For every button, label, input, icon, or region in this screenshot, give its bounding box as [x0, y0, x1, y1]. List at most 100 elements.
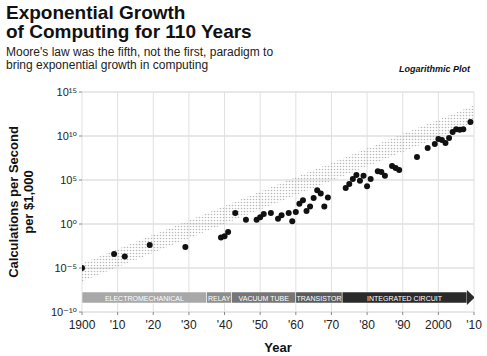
grid-line — [82, 92, 474, 93]
data-point — [232, 210, 238, 216]
tick — [79, 136, 82, 137]
data-point — [364, 183, 370, 189]
data-point — [82, 265, 85, 271]
data-point — [300, 197, 306, 203]
x-tick-label: '60 — [288, 318, 304, 332]
data-point — [311, 195, 317, 201]
grid — [82, 92, 474, 312]
grid-line — [82, 224, 474, 225]
x-tick-label: 2000 — [425, 318, 452, 332]
data-point — [460, 126, 466, 132]
data-point — [425, 145, 431, 151]
tick — [79, 180, 82, 181]
x-tick-label: '50 — [252, 318, 268, 332]
data-point — [307, 203, 313, 209]
grid-line — [117, 92, 118, 312]
y-tick-label: 10⁵ — [60, 174, 77, 186]
data-point — [261, 211, 267, 217]
tick — [117, 312, 118, 315]
data-point — [382, 173, 388, 179]
tick — [295, 312, 296, 315]
data-point — [368, 176, 374, 182]
data-point — [225, 229, 231, 235]
y-tick-label: 10¹⁰ — [57, 130, 78, 142]
grid-line — [153, 92, 154, 312]
chart: Exponential Growthof Computing for 110 Y… — [0, 0, 487, 356]
paradigm-bar — [342, 292, 467, 303]
data-point — [325, 195, 331, 201]
data-point — [361, 173, 367, 179]
y-tick-label: 10⁻¹⁰ — [51, 306, 78, 318]
paradigm-arrow — [467, 290, 474, 305]
paradigm-bar — [296, 292, 342, 303]
grid-line — [82, 180, 474, 181]
data-point — [442, 140, 448, 146]
title: Exponential Growth — [6, 2, 185, 23]
x-tick-label: '40 — [217, 318, 233, 332]
paradigm-bar — [232, 292, 296, 303]
data-point — [293, 209, 299, 215]
data-point — [346, 181, 352, 187]
data-point — [268, 210, 274, 216]
paradigm-bar — [207, 292, 232, 303]
tick — [402, 312, 403, 315]
y-axis-label: Calculations per Second — [6, 126, 21, 278]
data-point — [122, 254, 128, 260]
grid-line — [331, 92, 332, 312]
grid-line — [367, 92, 368, 312]
tick — [153, 312, 154, 315]
paradigm-label: RELAY — [208, 295, 231, 302]
title: of Computing for 110 Years — [6, 21, 252, 42]
paradigm-label: VACUUM TUBE — [239, 295, 290, 302]
x-tick-label: '90 — [395, 318, 411, 332]
data-point — [243, 217, 249, 223]
grid-line — [224, 92, 225, 312]
subtitle: bring exponential growth in computing — [6, 58, 208, 72]
tick — [82, 312, 83, 315]
tick — [188, 312, 189, 315]
paradigm-label: INTEGRATED CIRCUIT — [367, 295, 443, 302]
data-point — [318, 190, 324, 196]
grid-line — [402, 92, 403, 312]
x-tick-label: '20 — [145, 318, 161, 332]
data-point — [396, 167, 402, 173]
data-point — [467, 119, 473, 125]
data-point — [111, 251, 117, 257]
plot-area — [82, 105, 474, 305]
x-tick-label: '30 — [181, 318, 197, 332]
y-tick-label: 10⁰ — [60, 218, 77, 230]
data-point — [357, 178, 363, 184]
tick — [260, 312, 261, 315]
x-axis-label: Year — [264, 340, 291, 355]
grid-line — [188, 92, 189, 312]
grid-line — [82, 268, 474, 269]
grid-line — [82, 312, 474, 313]
data-point — [289, 218, 295, 224]
tick — [79, 268, 82, 269]
data-point — [353, 172, 359, 178]
x-tick-label: '80 — [359, 318, 375, 332]
data-point — [414, 154, 420, 160]
paradigm-bar — [82, 292, 207, 303]
paradigm-label: ELECTROMECHANICAL — [105, 295, 184, 302]
tick — [331, 312, 332, 315]
y-tick-label: 10¹⁵ — [57, 86, 77, 98]
x-tick-label: 1900 — [69, 318, 96, 332]
tick — [367, 312, 368, 315]
data-point — [182, 244, 188, 250]
data-point — [446, 135, 452, 141]
tick — [438, 312, 439, 315]
trend-band — [82, 105, 474, 281]
annotation: Logarithmic Plot — [399, 64, 471, 74]
paradigm-label: TRANSISTOR — [296, 295, 341, 302]
x-tick-label: '10 — [466, 318, 482, 332]
tick — [474, 312, 475, 315]
x-tick-label: '70 — [324, 318, 340, 332]
data-point — [321, 203, 327, 209]
grid-line — [295, 92, 296, 312]
y-tick-label: 10⁻⁵ — [54, 262, 77, 274]
data-point — [432, 141, 438, 147]
points — [82, 119, 473, 271]
tick — [79, 92, 82, 93]
data-point — [286, 210, 292, 216]
